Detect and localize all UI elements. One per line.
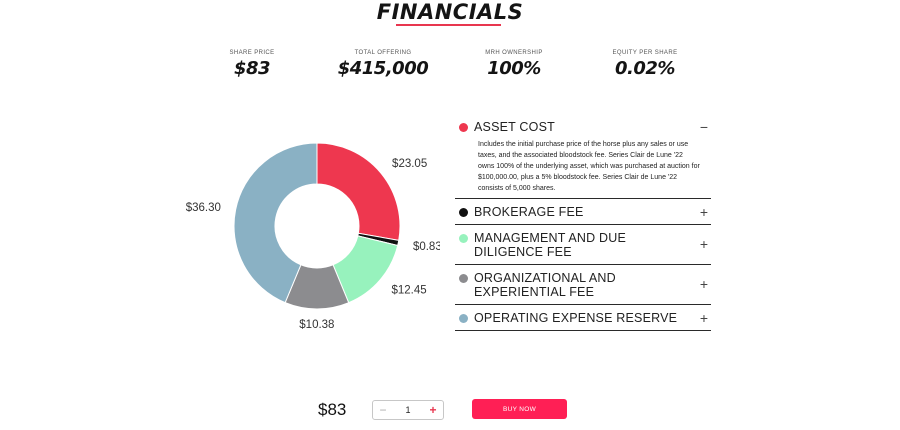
slice-label: $36.30 bbox=[186, 202, 221, 214]
accordion-header-management-fee[interactable]: MANAGEMENT AND DUE DILIGENCE FEE + bbox=[455, 225, 711, 264]
stat-mrh-ownership: MRH OWNERSHIP 100% bbox=[449, 50, 579, 79]
stat-value: $415,000 bbox=[337, 58, 429, 79]
accordion-header-operating-reserve[interactable]: OPERATING EXPENSE RESERVE + bbox=[455, 305, 711, 330]
quantity-value[interactable]: 1 bbox=[405, 405, 411, 415]
collapse-icon[interactable]: − bbox=[699, 119, 709, 135]
increment-button[interactable]: + bbox=[429, 403, 437, 417]
purchase-bar: $83 − 1 + BUY NOW bbox=[0, 398, 900, 422]
stat-label: MRH OWNERSHIP bbox=[485, 50, 543, 56]
cost-breakdown-accordion: ASSET COST − Includes the initial purcha… bbox=[455, 114, 711, 331]
decrement-button[interactable]: − bbox=[379, 403, 387, 417]
donut-chart: $23.05 $0.83 $12.45 $10.38 $36.30 bbox=[186, 142, 440, 330]
slice-label: $23.05 bbox=[392, 158, 427, 170]
accordion-title: MANAGEMENT AND DUE DILIGENCE FEE bbox=[474, 231, 627, 259]
stat-value: 100% bbox=[487, 58, 541, 79]
accordion-item-brokerage-fee: BROKERAGE FEE + bbox=[455, 199, 711, 225]
expand-icon[interactable]: + bbox=[699, 276, 709, 292]
stat-total-offering: TOTAL OFFERING $415,000 bbox=[318, 50, 448, 79]
stat-value: $83 bbox=[233, 58, 271, 79]
accordion-header-brokerage-fee[interactable]: BROKERAGE FEE + bbox=[455, 199, 711, 224]
buy-now-button[interactable]: BUY NOW bbox=[472, 399, 567, 419]
purchase-price: $83 bbox=[318, 400, 347, 419]
stat-share-price: SHARE PRICE $83 bbox=[187, 50, 317, 79]
quantity-stepper: − 1 + bbox=[372, 400, 444, 420]
stat-value: 0.02% bbox=[615, 58, 675, 79]
accordion-item-operating-reserve: OPERATING EXPENSE RESERVE + bbox=[455, 305, 711, 331]
title-underline bbox=[396, 24, 501, 26]
expand-icon[interactable]: + bbox=[699, 310, 709, 326]
stat-label: SHARE PRICE bbox=[229, 50, 275, 56]
accordion-body-asset-cost: Includes the initial purchase price of t… bbox=[478, 141, 700, 192]
blue-dot-icon bbox=[459, 314, 468, 323]
expand-icon[interactable]: + bbox=[699, 204, 709, 220]
accordion-title: ORGANIZATIONAL AND EXPERIENTIAL FEE bbox=[474, 271, 616, 299]
expand-icon[interactable]: + bbox=[699, 236, 709, 252]
donut-slice bbox=[316, 142, 401, 241]
gray-dot-icon bbox=[459, 274, 468, 283]
accordion-item-asset-cost: ASSET COST − Includes the initial purcha… bbox=[455, 114, 711, 199]
accordion-title: ASSET COST bbox=[474, 120, 555, 134]
accordion-header-organizational-fee[interactable]: ORGANIZATIONAL AND EXPERIENTIAL FEE + bbox=[455, 265, 711, 304]
green-dot-icon bbox=[459, 234, 468, 243]
accordion-title: BROKERAGE FEE bbox=[474, 205, 584, 219]
slice-label: $10.38 bbox=[299, 319, 334, 330]
black-dot-icon bbox=[459, 208, 468, 217]
accordion-header-asset-cost[interactable]: ASSET COST − bbox=[455, 114, 711, 139]
accordion-item-organizational-fee: ORGANIZATIONAL AND EXPERIENTIAL FEE + bbox=[455, 265, 711, 305]
slice-label: $0.83 bbox=[413, 241, 440, 253]
accordion-item-management-fee: MANAGEMENT AND DUE DILIGENCE FEE + bbox=[455, 225, 711, 265]
donut-slice bbox=[233, 142, 318, 304]
stat-equity-per-share: EQUITY PER SHARE 0.02% bbox=[580, 50, 710, 79]
stat-label: EQUITY PER SHARE bbox=[612, 50, 678, 56]
page-title: FINANCIALS bbox=[376, 0, 524, 24]
red-dot-icon bbox=[459, 123, 468, 132]
slice-label: $12.45 bbox=[391, 285, 426, 297]
stat-label: TOTAL OFFERING bbox=[354, 50, 412, 56]
accordion-title: OPERATING EXPENSE RESERVE bbox=[474, 311, 678, 325]
